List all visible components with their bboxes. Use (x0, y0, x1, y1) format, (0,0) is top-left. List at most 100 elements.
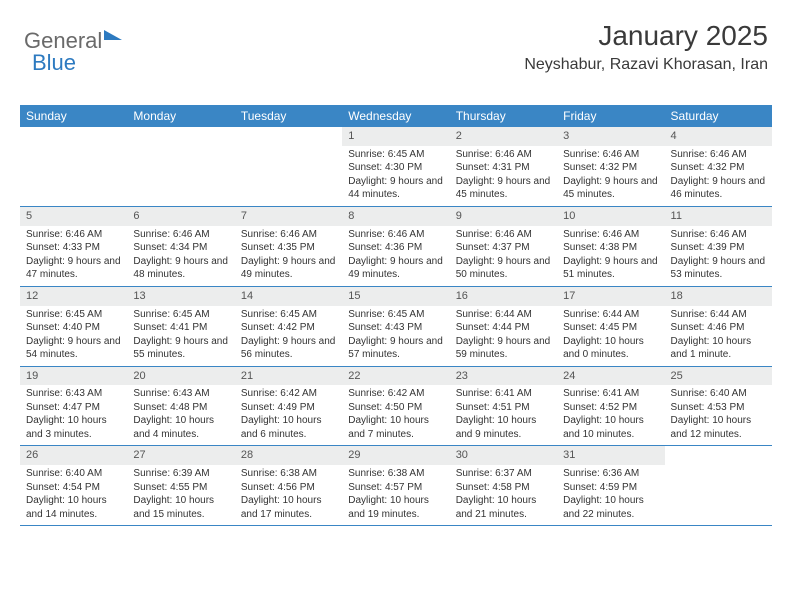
day-number: 31 (557, 446, 664, 465)
daylight-line: Daylight: 9 hours and 46 minutes. (671, 175, 766, 202)
brand-text-blue: Blue (32, 50, 76, 75)
sunset-line: Sunset: 4:59 PM (563, 481, 658, 495)
daylight-line: Daylight: 9 hours and 49 minutes. (348, 255, 443, 282)
day-of-week-header: Thursday (450, 105, 557, 127)
sunrise-line: Sunrise: 6:46 AM (26, 228, 121, 242)
sunrise-line: Sunrise: 6:46 AM (133, 228, 228, 242)
sunset-line: Sunset: 4:35 PM (241, 241, 336, 255)
sunrise-line: Sunrise: 6:45 AM (348, 148, 443, 162)
sunrise-line: Sunrise: 6:46 AM (563, 148, 658, 162)
day-number: 18 (665, 287, 772, 306)
month-year-title: January 2025 (524, 20, 768, 52)
day-cell: 13Sunrise: 6:45 AMSunset: 4:41 PMDayligh… (127, 287, 234, 366)
week-row: 26Sunrise: 6:40 AMSunset: 4:54 PMDayligh… (20, 446, 772, 526)
day-cell: 27Sunrise: 6:39 AMSunset: 4:55 PMDayligh… (127, 446, 234, 525)
sunset-line: Sunset: 4:51 PM (456, 401, 551, 415)
day-body: Sunrise: 6:46 AMSunset: 4:32 PMDaylight:… (557, 148, 664, 202)
day-number: 4 (665, 127, 772, 146)
sunrise-line: Sunrise: 6:37 AM (456, 467, 551, 481)
daylight-line: Daylight: 10 hours and 12 minutes. (671, 414, 766, 441)
daylight-line: Daylight: 10 hours and 22 minutes. (563, 494, 658, 521)
sunrise-line: Sunrise: 6:45 AM (348, 308, 443, 322)
day-cell: 14Sunrise: 6:45 AMSunset: 4:42 PMDayligh… (235, 287, 342, 366)
day-cell: 26Sunrise: 6:40 AMSunset: 4:54 PMDayligh… (20, 446, 127, 525)
day-cell (665, 446, 772, 525)
day-cell: 29Sunrise: 6:38 AMSunset: 4:57 PMDayligh… (342, 446, 449, 525)
day-cell: 23Sunrise: 6:41 AMSunset: 4:51 PMDayligh… (450, 367, 557, 446)
sunrise-line: Sunrise: 6:39 AM (133, 467, 228, 481)
sunrise-line: Sunrise: 6:38 AM (348, 467, 443, 481)
sunset-line: Sunset: 4:48 PM (133, 401, 228, 415)
day-number: 23 (450, 367, 557, 386)
page-header: January 2025 Neyshabur, Razavi Khorasan,… (524, 20, 768, 74)
day-body: Sunrise: 6:44 AMSunset: 4:44 PMDaylight:… (450, 308, 557, 362)
sunset-line: Sunset: 4:57 PM (348, 481, 443, 495)
sunrise-line: Sunrise: 6:38 AM (241, 467, 336, 481)
sunset-line: Sunset: 4:50 PM (348, 401, 443, 415)
day-cell: 31Sunrise: 6:36 AMSunset: 4:59 PMDayligh… (557, 446, 664, 525)
day-of-week-header: Sunday (20, 105, 127, 127)
daylight-line: Daylight: 9 hours and 50 minutes. (456, 255, 551, 282)
day-cell: 2 Sunrise: 6:46 AMSunset: 4:31 PMDaylight… (450, 127, 557, 206)
day-cell: 9Sunrise: 6:46 AMSunset: 4:37 PMDaylight… (450, 207, 557, 286)
sunrise-line: Sunrise: 6:43 AM (133, 387, 228, 401)
sunset-line: Sunset: 4:37 PM (456, 241, 551, 255)
sunset-line: Sunset: 4:45 PM (563, 321, 658, 335)
day-cell: 22Sunrise: 6:42 AMSunset: 4:50 PMDayligh… (342, 367, 449, 446)
sunrise-line: Sunrise: 6:42 AM (241, 387, 336, 401)
day-cell: 15Sunrise: 6:45 AMSunset: 4:43 PMDayligh… (342, 287, 449, 366)
day-body: Sunrise: 6:44 AMSunset: 4:46 PMDaylight:… (665, 308, 772, 362)
week-row: 12Sunrise: 6:45 AMSunset: 4:40 PMDayligh… (20, 287, 772, 367)
day-number: 10 (557, 207, 664, 226)
daylight-line: Daylight: 10 hours and 14 minutes. (26, 494, 121, 521)
daylight-line: Daylight: 9 hours and 48 minutes. (133, 255, 228, 282)
weeks-container: 1Sunrise: 6:45 AMSunset: 4:30 PMDaylight… (20, 127, 772, 526)
day-body: Sunrise: 6:38 AMSunset: 4:56 PMDaylight:… (235, 467, 342, 521)
day-of-week-header: Saturday (665, 105, 772, 127)
daylight-line: Daylight: 10 hours and 15 minutes. (133, 494, 228, 521)
day-body: Sunrise: 6:46 AMSunset: 4:38 PMDaylight:… (557, 228, 664, 282)
sunset-line: Sunset: 4:33 PM (26, 241, 121, 255)
daylight-line: Daylight: 9 hours and 45 minutes. (456, 175, 551, 202)
sunset-line: Sunset: 4:36 PM (348, 241, 443, 255)
day-body: Sunrise: 6:39 AMSunset: 4:55 PMDaylight:… (127, 467, 234, 521)
brand-triangle-icon (104, 30, 122, 40)
sunrise-line: Sunrise: 6:40 AM (671, 387, 766, 401)
day-cell (235, 127, 342, 206)
day-cell: 3Sunrise: 6:46 AMSunset: 4:32 PMDaylight… (557, 127, 664, 206)
daylight-line: Daylight: 10 hours and 17 minutes. (241, 494, 336, 521)
day-cell: 12Sunrise: 6:45 AMSunset: 4:40 PMDayligh… (20, 287, 127, 366)
day-cell: 30Sunrise: 6:37 AMSunset: 4:58 PMDayligh… (450, 446, 557, 525)
sunrise-line: Sunrise: 6:41 AM (563, 387, 658, 401)
day-body: Sunrise: 6:46 AMSunset: 4:35 PMDaylight:… (235, 228, 342, 282)
sunrise-line: Sunrise: 6:45 AM (241, 308, 336, 322)
day-number: 8 (342, 207, 449, 226)
day-body: Sunrise: 6:44 AMSunset: 4:45 PMDaylight:… (557, 308, 664, 362)
day-cell: 18 Sunrise: 6:44 AMSunset: 4:46 PMDayligh… (665, 287, 772, 366)
day-body: Sunrise: 6:46 AMSunset: 4:32 PMDaylight:… (665, 148, 772, 202)
calendar-grid: SundayMondayTuesdayWednesdayThursdayFrid… (20, 105, 772, 526)
day-body: Sunrise: 6:46 AMSunset: 4:31 PMDaylight:… (450, 148, 557, 202)
daylight-line: Daylight: 10 hours and 21 minutes. (456, 494, 551, 521)
day-number: 2 (450, 127, 557, 146)
sunset-line: Sunset: 4:49 PM (241, 401, 336, 415)
day-number: 11 (665, 207, 772, 226)
daylight-line: Daylight: 9 hours and 47 minutes. (26, 255, 121, 282)
daylight-line: Daylight: 10 hours and 19 minutes. (348, 494, 443, 521)
day-body: Sunrise: 6:46 AMSunset: 4:33 PMDaylight:… (20, 228, 127, 282)
day-cell: 7Sunrise: 6:46 AMSunset: 4:35 PMDaylight… (235, 207, 342, 286)
daylight-line: Daylight: 9 hours and 56 minutes. (241, 335, 336, 362)
daylight-line: Daylight: 9 hours and 51 minutes. (563, 255, 658, 282)
sunset-line: Sunset: 4:32 PM (563, 161, 658, 175)
sunrise-line: Sunrise: 6:40 AM (26, 467, 121, 481)
sunrise-line: Sunrise: 6:44 AM (456, 308, 551, 322)
day-body: Sunrise: 6:42 AMSunset: 4:49 PMDaylight:… (235, 387, 342, 441)
day-cell: 4 Sunrise: 6:46 AMSunset: 4:32 PMDaylight… (665, 127, 772, 206)
sunrise-line: Sunrise: 6:46 AM (456, 148, 551, 162)
day-body: Sunrise: 6:40 AMSunset: 4:53 PMDaylight:… (665, 387, 772, 441)
day-number: 5 (20, 207, 127, 226)
sunset-line: Sunset: 4:31 PM (456, 161, 551, 175)
day-cell: 25Sunrise: 6:40 AMSunset: 4:53 PMDayligh… (665, 367, 772, 446)
day-cell: 8Sunrise: 6:46 AMSunset: 4:36 PMDaylight… (342, 207, 449, 286)
daylight-line: Daylight: 10 hours and 0 minutes. (563, 335, 658, 362)
